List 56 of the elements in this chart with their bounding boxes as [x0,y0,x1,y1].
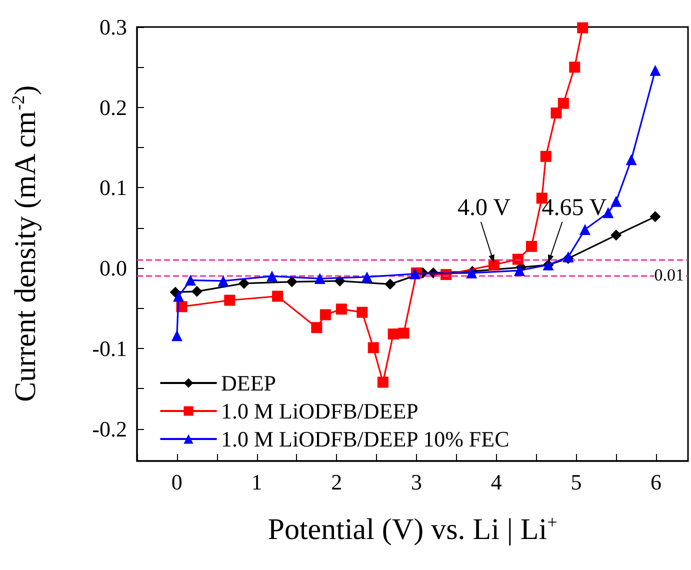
x-tick-label: 5 [570,470,582,494]
point [320,309,331,320]
point [569,62,580,73]
x-tick-label: 6 [650,470,662,494]
point [368,342,379,354]
legend-label: DEEP [221,370,276,396]
point [173,290,184,302]
point [171,330,182,342]
legend-label: 1.0 M LiODFB/DEEP [221,398,418,424]
y-axis-title: Current density (mA cm-2) [8,85,42,402]
point [610,196,622,207]
point [558,98,569,109]
point [218,275,229,286]
point [336,304,347,315]
y-tick-label: 0.3 [100,14,127,40]
y-tick-label: 0.2 [100,94,127,120]
point [238,278,250,289]
point [384,278,396,290]
point [311,322,322,334]
point [626,154,637,166]
point [398,328,410,339]
point [388,328,399,340]
point [356,306,368,318]
point [272,290,284,302]
point [512,254,524,265]
x-axis-title: Potential (V) vs. Li | Li+ [268,512,558,546]
point [550,107,562,118]
y-tick-label: 0.1 [100,175,127,200]
y-tick-label: 0.0 [100,256,127,281]
point [377,376,388,388]
point [361,271,372,282]
point [191,286,202,297]
point [577,22,588,34]
point [650,211,661,222]
point [610,230,622,241]
point [266,270,278,282]
annotation: 0.01 [654,266,684,284]
annotation: 4.65 V [542,194,608,221]
point [224,294,236,306]
x-tick-label: 3 [410,470,422,494]
x-tick-label: 1 [251,470,262,494]
x-tick-label: 4 [490,470,502,494]
point [286,276,298,288]
point [526,240,537,252]
x-tick-label: 0 [171,470,182,494]
point [514,265,526,276]
y-tick-label: -0.1 [92,336,127,361]
annotation: 4.0 V [458,194,512,221]
point [540,150,552,162]
y-tick-label: -0.2 [92,416,127,442]
x-tick-label: 2 [331,470,342,494]
point [579,224,590,236]
point [650,64,661,76]
point [314,273,326,284]
point [185,274,196,286]
legend-label: 1.0 M LiODFB/DEEP 10% FEC [221,426,510,452]
